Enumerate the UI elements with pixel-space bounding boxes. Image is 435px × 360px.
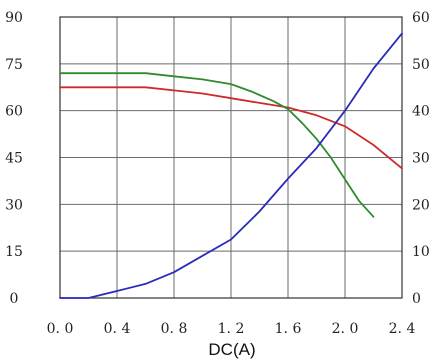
x-tick-label: 1. 6 [275,321,302,337]
y-tick-label-right: 0 [412,291,421,307]
x-tick-label: 0. 8 [161,321,188,337]
y-tick-label-right: 40 [412,104,430,120]
y-tick-label-left: 0 [10,291,19,307]
y-tick-label-right: 60 [412,10,430,26]
x-tick-label: 0. 4 [104,321,131,337]
x-tick-label: 2. 4 [389,321,416,337]
y-tick-label-right: 50 [412,57,430,73]
x-tick-label: 2. 0 [332,321,359,337]
y-tick-label-right: 10 [412,244,430,260]
tick-labels: 0. 0 0. 4 0. 8 1. 2 1. 6 2. 0 2. 4 0 15 30 45 60 75 9… [5,10,430,337]
grid-layer [59,16,403,299]
y-tick-label-left: 45 [5,151,23,167]
y-tick-label-left: 30 [5,197,23,213]
x-tick-label: 0. 0 [47,321,74,337]
y-tick-label-left: 75 [5,57,23,73]
y-tick-label-left: 15 [5,244,23,260]
plot-frame [59,16,403,299]
series-layer [59,32,403,299]
series-line-red [59,86,403,170]
x-tick-label: 1. 2 [218,321,245,337]
y-tick-label-right: 20 [412,197,430,213]
y-tick-label-left: 60 [5,104,23,120]
series-line-blue [59,32,403,299]
x-axis-title: DC(A) [208,340,255,359]
y-tick-label-left: 90 [5,10,23,26]
series-line-green [59,72,375,218]
y-tick-label-right: 30 [412,151,430,167]
